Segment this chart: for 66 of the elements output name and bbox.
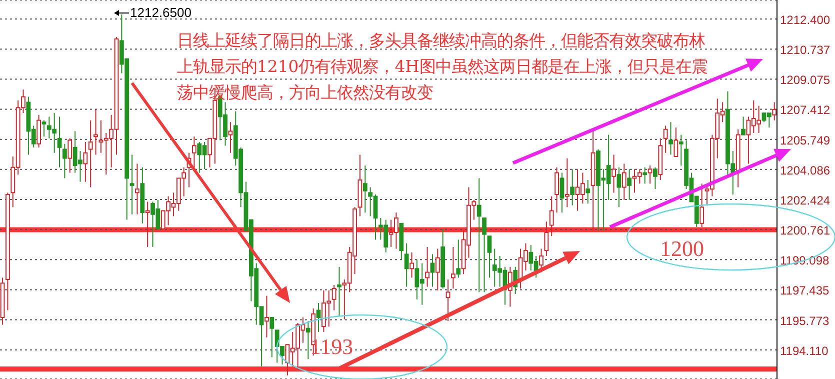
candlestick [456, 239, 461, 278]
candlestick [192, 136, 196, 170]
candlestick [653, 166, 658, 190]
candlestick [430, 254, 435, 288]
candlestick [549, 196, 554, 237]
y-tick-label: 1200.761 [780, 224, 830, 238]
candlestick [306, 320, 310, 360]
y-tick-label: 1194.110 [780, 344, 829, 358]
y-tick-label: 1195.773 [780, 314, 830, 328]
annotation: 1212.6500 [130, 5, 192, 21]
y-tick-label: 1202.424 [780, 193, 830, 208]
candlestick [57, 116, 62, 168]
candlestick [642, 166, 648, 184]
y-tick-label: 1205.749 [780, 133, 830, 148]
candlestick [678, 134, 684, 166]
y-tick-label: 1210.737 [780, 43, 830, 58]
candlestick [622, 163, 626, 200]
candlestick [135, 163, 140, 215]
candlestick [554, 166, 559, 214]
candlestick [435, 248, 440, 291]
candlestick [668, 122, 673, 156]
candlestick [228, 122, 233, 154]
candlestick [316, 302, 321, 332]
candlestick [94, 108, 98, 156]
candlestick [446, 279, 450, 322]
candlestick [612, 154, 616, 194]
candlestick [83, 142, 88, 182]
candlestick [663, 125, 668, 154]
candlestick [674, 127, 678, 157]
candlestick [42, 120, 46, 138]
candlestick [544, 221, 549, 256]
y-tick-label: 1209.075 [780, 73, 830, 88]
candlestick [586, 180, 590, 204]
annotation: 1200 [660, 236, 704, 262]
candlestick [487, 236, 492, 278]
candlestick [450, 246, 456, 290]
candlestick [410, 252, 414, 278]
candlestick [264, 295, 269, 338]
candlestick [539, 248, 544, 273]
y-tick-label: 1212.400 [780, 12, 830, 27]
candlestick [570, 168, 575, 206]
candlestick [270, 316, 274, 358]
candlestick [627, 168, 632, 200]
candlestick [700, 183, 704, 228]
candlestick [404, 242, 409, 288]
candlestick [145, 201, 150, 248]
candlestick [130, 154, 134, 215]
candlestick [564, 158, 570, 208]
candlestick [482, 217, 486, 293]
candlestick [476, 178, 482, 293]
candlestick [616, 166, 622, 208]
candlestick [62, 143, 67, 179]
y-tick-label: 1197.435 [780, 284, 830, 298]
candlestick [337, 266, 342, 316]
candlestick [36, 114, 41, 148]
y-tick-label: 1204.086 [780, 163, 830, 178]
candlestick [560, 172, 564, 214]
candlestick [425, 246, 430, 288]
candlestick [741, 116, 746, 136]
candlestick [88, 120, 93, 188]
y-tick-label: 1207.412 [780, 103, 830, 118]
candlestick [332, 284, 336, 311]
candlestick [362, 165, 368, 214]
candlestick [772, 102, 777, 121]
candlestick [68, 138, 72, 174]
candlestick [648, 165, 652, 184]
